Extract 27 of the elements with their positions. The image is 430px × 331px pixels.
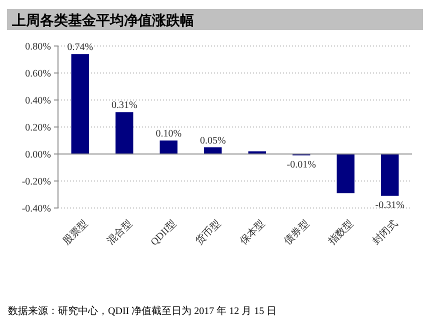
y-tick-label: 0.40% bbox=[25, 96, 51, 106]
x-tick-label: 指数型 bbox=[325, 218, 356, 248]
data-label: -0.01% bbox=[286, 159, 316, 170]
data-label: 0.05% bbox=[200, 135, 226, 146]
data-label: 0.31% bbox=[111, 100, 138, 112]
bar bbox=[381, 154, 399, 196]
y-tick-label: 0.20% bbox=[25, 122, 51, 134]
source-note: 数据来源：研究中心，QDII 净值截至日为 2017 年 12 月 15 日 bbox=[8, 305, 277, 317]
y-tick-label: -0.20% bbox=[22, 176, 51, 188]
x-tick-label: 混合型 bbox=[104, 218, 134, 248]
x-tick-label: 债券型 bbox=[282, 218, 312, 248]
data-label: 0.10% bbox=[156, 128, 182, 140]
bar bbox=[71, 54, 89, 154]
y-tick-label: 0.00% bbox=[25, 150, 51, 160]
x-tick-label: 保本型 bbox=[238, 218, 268, 248]
x-tick-label: 股票型 bbox=[60, 218, 90, 248]
bar bbox=[336, 154, 354, 194]
chart-title: 上周各类基金平均净值涨跌幅 bbox=[11, 13, 194, 29]
bar bbox=[160, 140, 178, 154]
y-tick-label: 0.80% bbox=[25, 42, 51, 52]
bar bbox=[116, 112, 134, 154]
data-label: -0.31% bbox=[375, 200, 404, 211]
y-tick-label: 0.60% bbox=[25, 68, 51, 80]
data-label: 0.74% bbox=[67, 42, 94, 54]
y-tick-label: -0.40% bbox=[22, 204, 51, 214]
x-tick-label: 封闭式 bbox=[370, 218, 400, 248]
x-tick-label: 货币型 bbox=[193, 218, 223, 248]
